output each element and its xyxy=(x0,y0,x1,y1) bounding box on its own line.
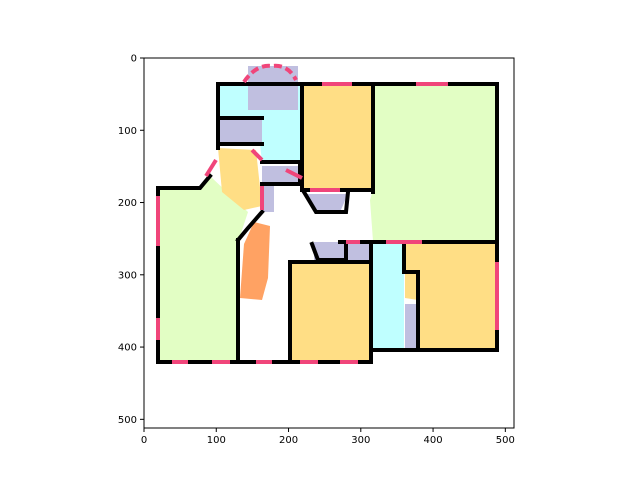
y-tick-label: 400 xyxy=(118,343,137,354)
x-tick-label: 0 xyxy=(141,435,147,446)
y-tick-label: 200 xyxy=(118,198,137,209)
room-bedroom-bottom xyxy=(290,262,371,362)
y-tick-label: 0 xyxy=(131,54,137,65)
y-tick-label: 300 xyxy=(118,270,137,281)
doors-windows xyxy=(156,63,499,364)
y-tick-label: 100 xyxy=(118,126,137,137)
x-tick-label: 500 xyxy=(496,435,515,446)
x-tick-label: 100 xyxy=(207,435,226,446)
room-yellow-small xyxy=(218,148,262,210)
x-tick-label: 400 xyxy=(424,435,443,446)
y-axis-ticks: 0 100 200 300 400 500 xyxy=(118,54,144,426)
room-bathroom-right xyxy=(373,244,404,350)
y-tick-label: 500 xyxy=(118,415,137,426)
axes-frame xyxy=(143,57,515,429)
room-bedroom-right xyxy=(405,242,497,350)
room-living-left xyxy=(158,176,248,360)
x-tick-label: 200 xyxy=(279,435,298,446)
room-bedroom-top xyxy=(303,86,371,190)
x-axis-ticks: 0 100 200 300 400 500 xyxy=(141,428,515,446)
room-kitchen xyxy=(240,222,270,300)
x-tick-label: 300 xyxy=(351,435,370,446)
room-living-top-right xyxy=(370,85,497,241)
